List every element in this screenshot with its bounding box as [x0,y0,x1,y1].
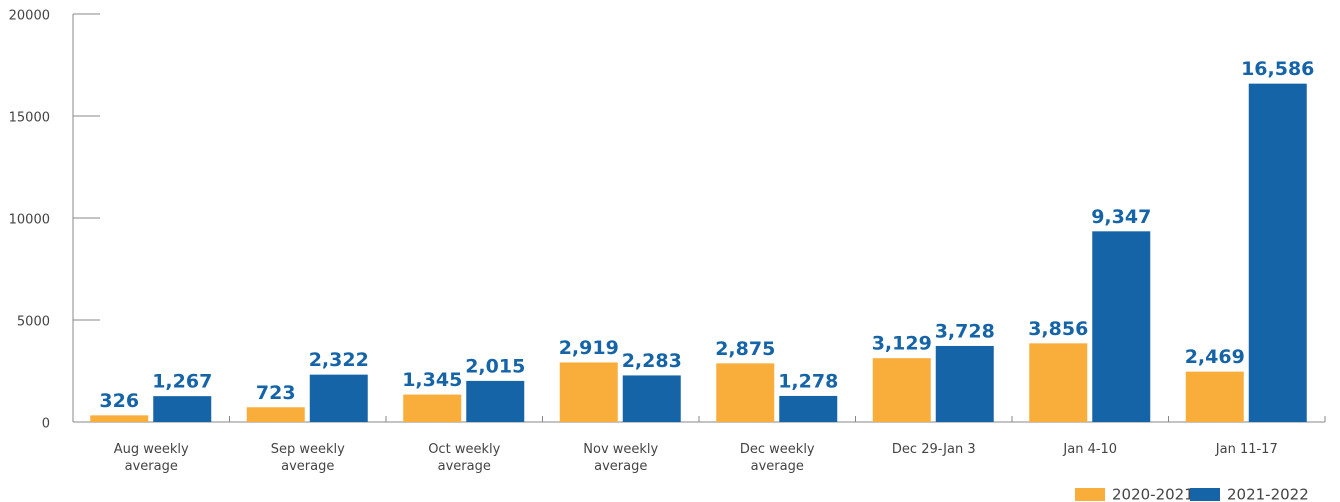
value-label: 1,345 [402,369,462,391]
bar [90,415,149,422]
value-label: 3,129 [872,333,932,355]
value-label: 326 [99,390,139,412]
value-label: 2,283 [622,350,682,372]
bar [246,407,305,422]
value-label: 2,015 [465,355,525,377]
value-label: 16,586 [1241,58,1314,80]
legend-swatch [1075,488,1105,501]
y-tick-label: 15000 [9,111,50,126]
bar [559,362,618,422]
bar [309,374,368,422]
bar [1029,343,1088,422]
value-label: 2,322 [309,349,369,371]
bar [872,358,931,422]
x-tick-label: Dec weekly average [739,442,815,474]
legend-label: 2020-2021 [1112,486,1194,502]
value-label: 1,267 [152,371,212,393]
bar [153,396,212,422]
bar [622,375,681,422]
value-label: 2,875 [715,338,775,360]
y-tick-label: 10000 [9,213,50,228]
x-tick-label: Jan 4-10 [1063,442,1118,457]
y-tick-label: 20000 [9,9,50,24]
bar [1185,371,1244,422]
x-tick-label: Jan 11-17 [1215,442,1278,457]
bar [779,395,838,422]
x-tick-label: Aug weekly average [113,442,189,474]
value-label: 9,347 [1091,206,1151,228]
value-label: 3,856 [1028,318,1088,340]
bar [1248,83,1307,422]
bar [716,363,775,422]
bar [466,380,525,422]
bar [1092,231,1151,422]
y-tick-label: 5000 [17,315,50,330]
bar [403,394,462,422]
value-label: 1,278 [778,370,838,392]
y-tick-label: 0 [42,417,50,432]
x-tick-label: Sep weekly average [270,442,345,474]
value-label: 2,469 [1185,346,1245,368]
legend-label: 2021-2022 [1227,486,1309,502]
x-tick-label: Nov weekly average [583,442,659,474]
x-tick-label: Dec 29-Jan 3 [891,442,976,457]
value-label: 2,919 [559,337,619,359]
bar [935,345,994,422]
x-tick-label: Oct weekly average [428,442,501,474]
value-label: 3,728 [935,320,995,342]
legend-swatch [1190,488,1220,501]
value-label: 723 [256,382,296,404]
